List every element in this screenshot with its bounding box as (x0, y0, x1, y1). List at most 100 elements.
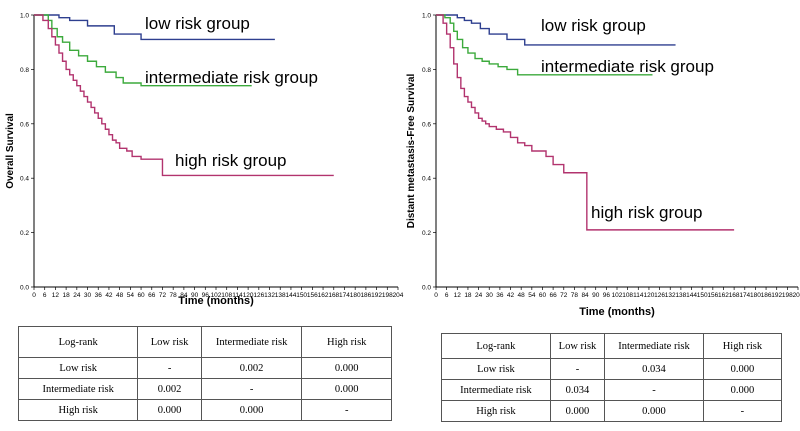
table-cell: High risk (17, 399, 139, 421)
log-rank-table-dmfs: Log-rank Low risk Intermediate risk High… (441, 333, 783, 422)
x-tick-label: 72 (159, 292, 167, 299)
x-tick-label: 204 (393, 292, 404, 299)
x-tick-label: 180 (750, 292, 761, 299)
table-cell: Intermediate risk (441, 379, 551, 401)
table-header-row: Log-rank Low risk Intermediate risk High… (17, 326, 392, 358)
x-tick-label: 162 (318, 292, 329, 299)
table-row: High risk 0.000 0.000 - (441, 400, 783, 422)
x-tick-label: 48 (518, 292, 526, 299)
x-tick-label: 192 (371, 292, 382, 299)
x-tick-label: 114 (633, 292, 644, 299)
table-cell: Intermediate risk (17, 378, 139, 400)
table-row: Low risk - 0.034 0.000 (441, 358, 783, 380)
x-tick-label: 18 (63, 292, 71, 299)
table-cell: - (604, 379, 704, 401)
table-header-cell: Intermediate risk (200, 326, 303, 358)
table-row: Low risk - 0.002 0.000 (17, 357, 392, 379)
x-tick-label: 78 (170, 292, 178, 299)
x-tick-label: 126 (654, 292, 665, 299)
table-cell: - (137, 357, 202, 379)
table-header-cell: High risk (702, 333, 783, 359)
table-header-cell: High risk (301, 326, 392, 358)
x-tick-label: 54 (528, 292, 536, 299)
x-tick-label: 114 (232, 292, 243, 299)
x-tick-label: 174 (339, 292, 350, 299)
table-cell: 0.002 (200, 357, 303, 379)
x-axis-title: Time (months) (178, 295, 254, 307)
x-tick-label: 138 (675, 292, 686, 299)
table-cell: 0.000 (301, 378, 392, 400)
x-tick-label: 198 (382, 292, 393, 299)
x-tick-label: 6 (445, 292, 449, 299)
table-header-cell: Log-rank (441, 333, 551, 359)
y-axis-title: Distant metastasis-Free Survival (406, 74, 417, 229)
x-tick-label: 156 (707, 292, 718, 299)
survival-curve-0 (34, 14, 275, 41)
x-tick-label: 96 (202, 292, 210, 299)
x-tick-label: 192 (771, 292, 782, 299)
x-tick-label: 150 (697, 292, 708, 299)
x-tick-label: 108 (622, 292, 633, 299)
x-tick-label: 66 (148, 292, 156, 299)
x-tick-label: 18 (464, 292, 472, 299)
table-cell: - (200, 378, 303, 400)
table-cell: High risk (441, 400, 551, 422)
x-tick-label: 102 (211, 292, 222, 299)
x-tick-label: 12 (52, 292, 60, 299)
x-tick-label: 156 (307, 292, 318, 299)
log-rank-table-overall: Log-rank Low risk Intermediate risk High… (17, 326, 392, 421)
y-tick-label: 0.8 (20, 67, 29, 74)
y-tick-label: 0.8 (422, 67, 431, 74)
x-tick-label: 48 (116, 292, 124, 299)
series-label-0: low risk group (145, 14, 250, 33)
x-tick-label: 108 (221, 292, 232, 299)
x-tick-label: 36 (496, 292, 504, 299)
table-cell: 0.000 (200, 399, 303, 421)
x-tick-label: 66 (550, 292, 558, 299)
x-tick-label: 0 (434, 292, 438, 299)
x-tick-label: 180 (350, 292, 361, 299)
x-tick-label: 72 (560, 292, 568, 299)
x-tick-label: 54 (127, 292, 135, 299)
y-tick-label: 0.0 (422, 285, 431, 292)
x-tick-label: 144 (686, 292, 697, 299)
x-tick-label: 132 (264, 292, 275, 299)
x-tick-label: 126 (253, 292, 264, 299)
x-tick-label: 204 (793, 292, 800, 299)
table-cell: 0.000 (549, 400, 606, 422)
table-cell: 0.000 (137, 399, 202, 421)
table-cell: Low risk (441, 358, 551, 380)
y-tick-label: 1.0 (422, 13, 431, 20)
x-tick-label: 90 (191, 292, 199, 299)
y-tick-label: 0.6 (20, 121, 29, 128)
x-axis-title: Time (months) (579, 306, 655, 318)
x-tick-label: 36 (95, 292, 103, 299)
x-tick-label: 102 (612, 292, 623, 299)
table-header-cell: Low risk (137, 326, 202, 358)
x-tick-label: 78 (571, 292, 579, 299)
y-axis-title: Overall Survival (5, 113, 16, 189)
table-header-cell: Log-rank (17, 326, 139, 358)
table-row: Intermediate risk 0.002 - 0.000 (17, 378, 392, 400)
x-tick-label: 186 (360, 292, 371, 299)
table-cell: 0.000 (604, 400, 704, 422)
x-tick-label: 168 (729, 292, 740, 299)
x-tick-label: 198 (782, 292, 793, 299)
table-header-cell: Low risk (549, 333, 606, 359)
x-tick-label: 42 (507, 292, 515, 299)
x-tick-label: 12 (454, 292, 462, 299)
table-cell: - (702, 400, 783, 422)
x-tick-label: 168 (328, 292, 339, 299)
table-cell: Low risk (17, 357, 139, 379)
table-row: High risk 0.000 0.000 - (17, 399, 392, 421)
table-cell: 0.034 (604, 358, 704, 380)
x-tick-label: 174 (739, 292, 750, 299)
x-tick-label: 24 (475, 292, 483, 299)
table-row: Intermediate risk 0.034 - 0.000 (441, 379, 783, 401)
x-tick-label: 90 (592, 292, 600, 299)
x-tick-label: 60 (137, 292, 145, 299)
x-tick-label: 120 (644, 292, 655, 299)
table-header-row: Log-rank Low risk Intermediate risk High… (441, 333, 783, 359)
x-tick-label: 60 (539, 292, 547, 299)
table-header-cell: Intermediate risk (604, 333, 704, 359)
